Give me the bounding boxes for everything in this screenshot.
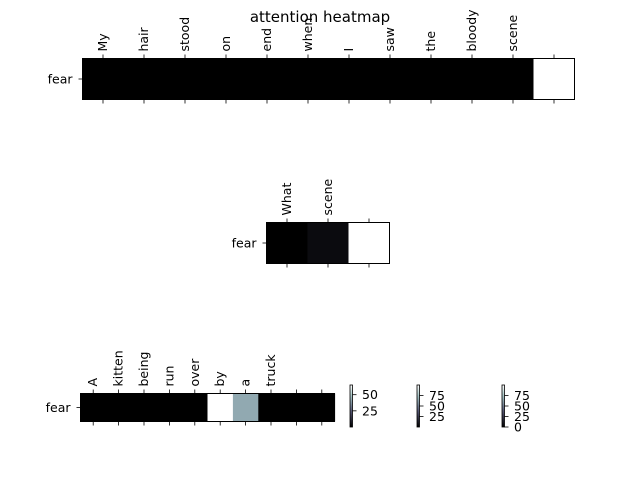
- colorbar-tick-label: 50: [514, 399, 530, 414]
- token-label: truck: [263, 354, 278, 387]
- token-label: a: [238, 379, 253, 387]
- token-label: kitten: [111, 350, 126, 386]
- colorbar-tick-label: 75: [429, 388, 445, 403]
- heatmap-cell: [287, 58, 330, 100]
- token-label: stood: [177, 17, 192, 52]
- colorbar-tick-label: 75: [514, 388, 530, 403]
- heatmap-cell: [348, 222, 391, 264]
- row-label: fear: [48, 72, 74, 87]
- token-label: A: [85, 378, 100, 387]
- token-label: end: [259, 28, 274, 52]
- heatmap-cell: [131, 393, 158, 422]
- token-label: saw: [382, 27, 397, 51]
- token-label: by: [212, 371, 227, 387]
- heatmap-cell: [205, 58, 248, 100]
- token-label: I: [341, 48, 356, 52]
- heatmap-panel-2: What scene fear: [232, 179, 391, 268]
- heatmap-cell: [258, 393, 285, 422]
- heatmap-cell: [451, 58, 494, 100]
- colorbar-tick-label: 25: [429, 409, 445, 424]
- heatmap-cell: [246, 58, 289, 100]
- token-label: the: [423, 31, 438, 52]
- token-label: My: [95, 33, 110, 52]
- token-label: bloody: [464, 9, 479, 52]
- colorbar-tick-label: 0: [514, 420, 522, 435]
- colorbar-tick-label: 25: [514, 409, 530, 424]
- colorbar-tick-label: 25: [362, 403, 378, 418]
- token-label: over: [187, 358, 202, 387]
- heatmap-cell: [283, 393, 310, 422]
- heatmap-cell: [533, 58, 576, 100]
- token-label: on: [218, 36, 233, 52]
- heatmap-cell: [207, 393, 234, 422]
- heatmap-cell: [82, 58, 125, 100]
- heatmap-cell: [123, 58, 166, 100]
- colorbar-strip: [416, 384, 420, 428]
- heatmap-cell: [182, 393, 209, 422]
- row-label: fear: [46, 400, 72, 415]
- colorbar-strip: [349, 384, 353, 428]
- colorbar-strip: [501, 384, 505, 428]
- heatmap-cell: [410, 58, 453, 100]
- heatmap-cell: [309, 393, 336, 422]
- row-label: fear: [232, 236, 258, 251]
- colorbar-tick-label: 50: [362, 387, 378, 402]
- heatmap-cell: [156, 393, 183, 422]
- heatmap-cell: [369, 58, 412, 100]
- heatmap-cell: [80, 393, 107, 422]
- token-label: when: [300, 18, 315, 52]
- heatmap-cell: [266, 222, 309, 264]
- token-label: hair: [136, 26, 151, 51]
- token-label: What: [279, 183, 294, 216]
- heatmap-cell: [307, 222, 350, 264]
- token-label: run: [161, 366, 176, 387]
- heatmap-cell: [232, 393, 259, 422]
- token-label: scene: [505, 15, 520, 52]
- token-label: scene: [320, 179, 335, 216]
- heatmap-cell: [492, 58, 535, 100]
- colorbar-tick-label: 50: [429, 399, 445, 414]
- heatmap-cell: [164, 58, 207, 100]
- token-label: being: [136, 352, 151, 387]
- chart-title: attention heatmap: [250, 8, 390, 26]
- heatmap-cell: [328, 58, 371, 100]
- heatmap-cell: [105, 393, 132, 422]
